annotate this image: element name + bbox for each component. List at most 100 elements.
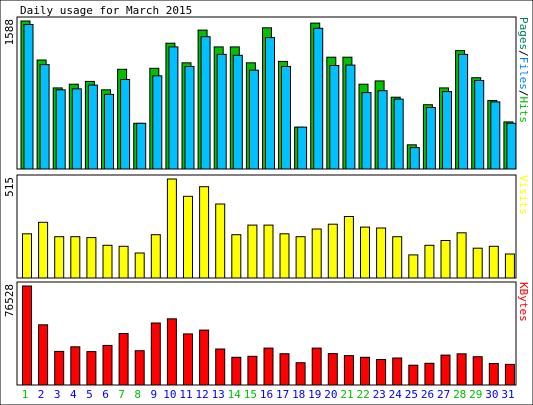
bar-visits-day-3	[54, 236, 65, 279]
bar-visits-day-11	[183, 195, 193, 279]
x-tick-label: 15	[244, 388, 257, 401]
bar-files-day-7	[120, 79, 131, 170]
x-tick-label: 30	[485, 388, 498, 401]
x-tick-label: 9	[150, 388, 157, 401]
x-tick-label: 17	[276, 388, 289, 401]
bar-kbytes-day-28	[456, 353, 467, 386]
bar-files-day-30	[490, 101, 501, 170]
bar-kbytes-day-12	[199, 329, 210, 386]
bar-visits-day-13	[215, 203, 226, 279]
panel-legend: Pages/Files/Hits	[517, 17, 530, 123]
bar-kbytes-day-23	[376, 359, 387, 386]
x-tick-label: 27	[437, 388, 450, 401]
bar-visits-day-29	[472, 247, 483, 279]
y-max-label: 76528	[3, 284, 16, 317]
bar-kbytes-day-13	[215, 348, 226, 386]
bar-kbytes-day-25	[408, 364, 419, 386]
panel-bottom: 76528 KBytes	[3, 281, 530, 386]
x-tick-label: 21	[340, 388, 353, 401]
bar-visits-day-9	[150, 234, 161, 279]
bar-files-day-11	[184, 66, 195, 170]
bar-files-day-9	[152, 75, 163, 170]
chart-title: Daily usage for March 2015	[20, 4, 192, 17]
bar-visits-day-22	[360, 226, 370, 279]
x-axis: 1 2 3 4 5 6 7 8 9 10 11 12 13 14 15 16 17 18 19 20 21 22 23 24 2…	[22, 388, 515, 401]
bar-visits-day-5	[86, 237, 97, 279]
bar-visits-day-20	[327, 223, 338, 279]
bar-visits-day-21	[343, 216, 354, 279]
legend-entry: Pages	[517, 17, 530, 50]
bar-files-day-29	[474, 80, 485, 170]
bar-kbytes-day-16	[263, 347, 274, 386]
x-tick-label: 4	[70, 388, 77, 401]
bar-kbytes-day-21	[343, 355, 354, 386]
x-tick-label: 24	[389, 388, 403, 401]
x-tick-label: 3	[54, 388, 61, 401]
bar-kbytes-day-11	[183, 333, 193, 386]
bar-files-day-26	[425, 107, 436, 170]
bar-kbytes-day-4	[70, 346, 81, 386]
bar-visits-day-15	[247, 224, 258, 279]
bar-visits-day-18	[295, 236, 306, 279]
bar-visits-day-28	[456, 232, 467, 279]
x-tick-label: 2	[38, 388, 45, 401]
bar-kbytes-day-7	[118, 333, 129, 386]
bar-kbytes-day-27	[440, 354, 451, 386]
bar-files-day-3	[55, 89, 66, 170]
bar-kbytes-day-22	[360, 356, 370, 386]
bar-kbytes-day-26	[424, 362, 435, 386]
bar-visits-day-26	[424, 244, 435, 279]
bar-files-day-6	[104, 93, 114, 170]
x-tick-label: 8	[134, 388, 141, 401]
x-tick-label: 22	[356, 388, 369, 401]
legend-separator: /	[517, 90, 530, 97]
bar-kbytes-day-17	[279, 353, 290, 386]
x-tick-label: 7	[118, 388, 125, 401]
bar-visits-day-25	[408, 254, 419, 279]
x-tick-label: 26	[421, 388, 434, 401]
bar-files-day-8	[136, 122, 147, 170]
bar-kbytes-day-15	[247, 355, 258, 386]
y-max-label: 1588	[3, 19, 16, 46]
bar-kbytes-day-14	[231, 356, 242, 386]
bar-kbytes-day-6	[102, 344, 113, 386]
x-tick-label: 10	[163, 388, 176, 401]
bar-files-day-31	[506, 122, 517, 170]
bar-files-day-24	[393, 98, 404, 170]
bar-kbytes-day-9	[150, 322, 161, 386]
bar-kbytes-day-31	[504, 363, 515, 386]
bar-files-day-19	[313, 27, 324, 170]
x-tick-label: 14	[228, 388, 242, 401]
bar-files-day-25	[409, 147, 420, 170]
bar-visits-day-27	[440, 240, 451, 279]
legend-entry: Files	[517, 57, 530, 90]
bar-files-day-22	[361, 92, 372, 170]
x-tick-label: 13	[212, 388, 225, 401]
bar-files-day-20	[329, 65, 340, 170]
bar-visits-day-24	[392, 236, 403, 279]
bar-files-day-28	[458, 53, 469, 170]
bar-kbytes-day-8	[134, 350, 145, 386]
panel-legend: Visits	[517, 175, 530, 215]
bar-kbytes-day-29	[472, 356, 483, 386]
bar-files-day-21	[345, 64, 356, 170]
bar-files-day-18	[297, 126, 308, 170]
bar-visits-day-19	[311, 228, 322, 279]
bar-visits-day-12	[199, 186, 210, 279]
x-tick-label: 12	[195, 388, 208, 401]
x-tick-label: 28	[453, 388, 466, 401]
bar-files-day-1	[23, 24, 34, 170]
legend-entry: Visits	[517, 175, 530, 215]
bar-visits-day-31	[504, 253, 515, 279]
x-tick-label: 25	[405, 388, 418, 401]
bar-visits-day-16	[263, 224, 274, 279]
bar-kbytes-day-1	[22, 285, 32, 386]
bar-visits-day-7	[118, 245, 129, 279]
bar-visits-day-23	[376, 227, 387, 279]
bar-files-day-27	[442, 91, 452, 170]
y-max-label: 515	[3, 177, 16, 197]
bar-visits-day-6	[102, 244, 113, 279]
panel-middle: 515 Visits	[3, 174, 530, 279]
bar-visits-day-2	[38, 221, 49, 279]
